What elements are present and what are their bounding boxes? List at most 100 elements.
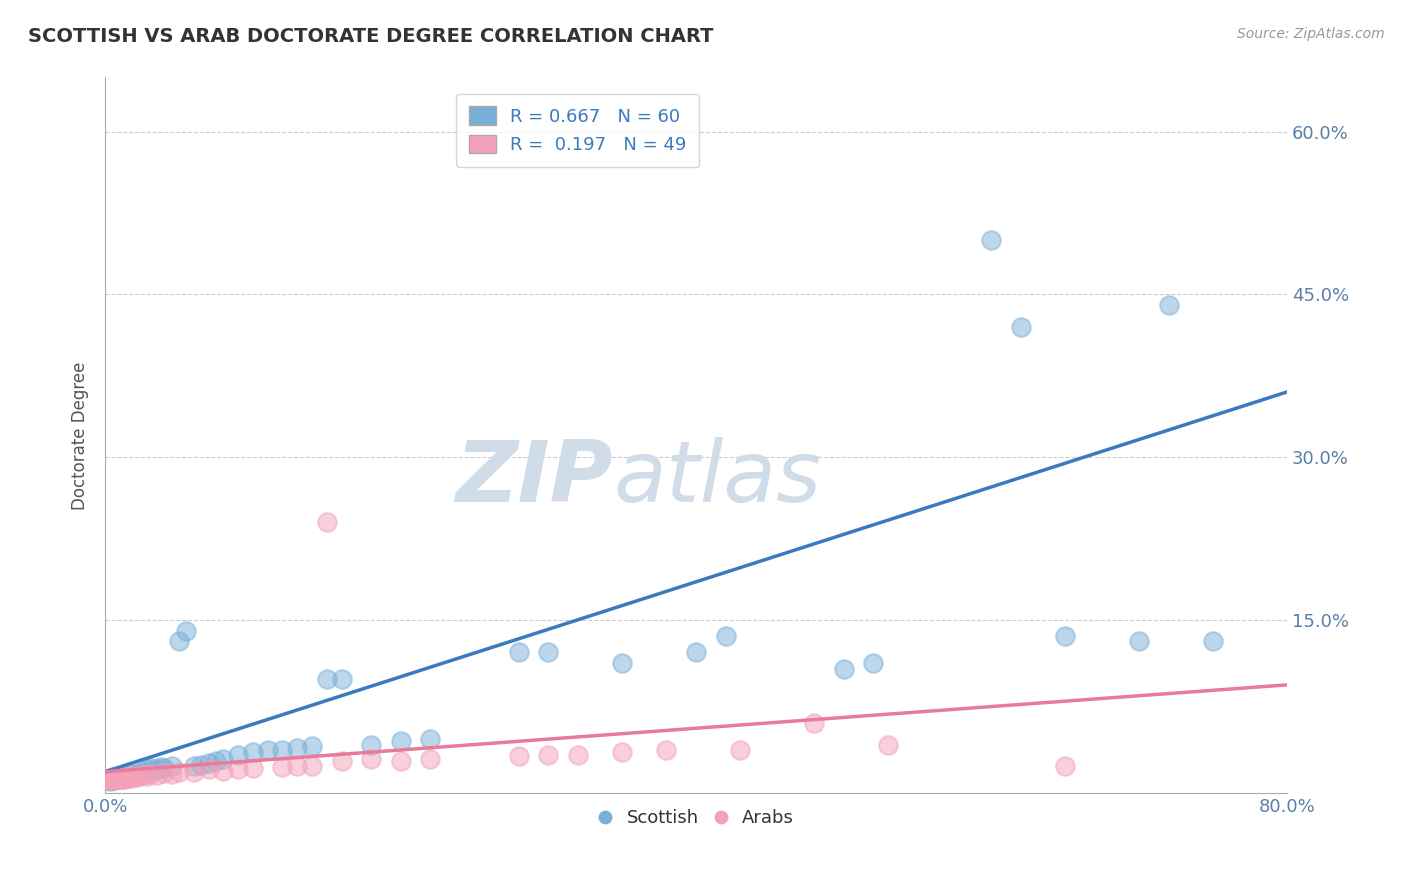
Point [112, 769, 135, 783]
Point [135, 763, 157, 777]
Point [537, 748, 560, 763]
Point [146, 768, 169, 782]
Point [108, 772, 131, 787]
Point [183, 759, 205, 773]
Point [508, 749, 530, 764]
Point [190, 758, 212, 772]
Point [105, 772, 128, 787]
Point [112, 772, 135, 787]
Point [100, 773, 122, 788]
Point [111, 771, 134, 785]
Point [183, 764, 205, 779]
Point [877, 738, 900, 752]
Point [121, 767, 143, 781]
Point [419, 751, 441, 765]
Point [655, 743, 678, 757]
Point [107, 771, 129, 785]
Point [98, 771, 121, 785]
Point [117, 771, 139, 785]
Point [101, 772, 124, 787]
Point [389, 734, 412, 748]
Text: ZIP: ZIP [456, 437, 613, 520]
Point [567, 748, 589, 763]
Point [138, 767, 160, 781]
Point [104, 771, 127, 785]
Point [141, 761, 163, 775]
Legend: Scottish, Arabs: Scottish, Arabs [591, 802, 801, 834]
Y-axis label: Doctorate Degree: Doctorate Degree [72, 361, 89, 509]
Point [271, 760, 294, 774]
Point [1010, 320, 1032, 334]
Point [197, 763, 219, 777]
Point [124, 769, 146, 783]
Point [730, 743, 752, 757]
Point [131, 768, 153, 782]
Point [315, 515, 337, 529]
Point [980, 233, 1002, 247]
Point [685, 645, 707, 659]
Point [242, 745, 264, 759]
Point [176, 624, 198, 638]
Point [256, 743, 278, 757]
Point [150, 760, 173, 774]
Point [121, 771, 143, 785]
Point [135, 769, 157, 783]
Point [301, 739, 323, 753]
Point [315, 673, 337, 687]
Point [131, 764, 153, 779]
Point [1157, 298, 1180, 312]
Text: Source: ZipAtlas.com: Source: ZipAtlas.com [1237, 27, 1385, 41]
Point [101, 770, 124, 784]
Point [242, 761, 264, 775]
Text: SCOTTISH VS ARAB DOCTORATE DEGREE CORRELATION CHART: SCOTTISH VS ARAB DOCTORATE DEGREE CORREL… [28, 27, 714, 45]
Point [108, 771, 131, 785]
Point [508, 645, 530, 659]
Point [271, 743, 294, 757]
Point [285, 759, 308, 773]
Point [107, 770, 129, 784]
Point [1054, 629, 1077, 643]
Point [285, 740, 308, 755]
Point [110, 770, 132, 784]
Point [160, 759, 183, 773]
Point [96, 773, 118, 788]
Point [537, 645, 560, 659]
Point [1054, 759, 1077, 773]
Point [803, 715, 825, 730]
Point [100, 772, 122, 787]
Point [98, 774, 121, 789]
Point [226, 763, 249, 777]
Point [212, 764, 235, 778]
Text: atlas: atlas [613, 437, 821, 520]
Point [118, 769, 141, 783]
Point [138, 764, 160, 779]
Point [160, 767, 183, 781]
Point [360, 751, 382, 765]
Point [167, 764, 190, 779]
Point [103, 771, 125, 785]
Point [330, 673, 353, 687]
Point [104, 772, 127, 787]
Point [110, 770, 132, 784]
Point [330, 754, 353, 768]
Point [115, 771, 138, 785]
Point [120, 770, 142, 784]
Point [862, 656, 884, 670]
Point [153, 765, 176, 780]
Point [127, 765, 149, 780]
Point [389, 754, 412, 768]
Point [127, 770, 149, 784]
Point [205, 754, 228, 768]
Point [96, 772, 118, 787]
Point [301, 759, 323, 773]
Point [115, 770, 138, 784]
Point [120, 769, 142, 783]
Point [146, 763, 169, 777]
Point [105, 770, 128, 784]
Point [153, 761, 176, 775]
Point [97, 772, 120, 787]
Point [167, 634, 190, 648]
Point [1128, 634, 1150, 648]
Point [197, 756, 219, 770]
Point [101, 773, 124, 788]
